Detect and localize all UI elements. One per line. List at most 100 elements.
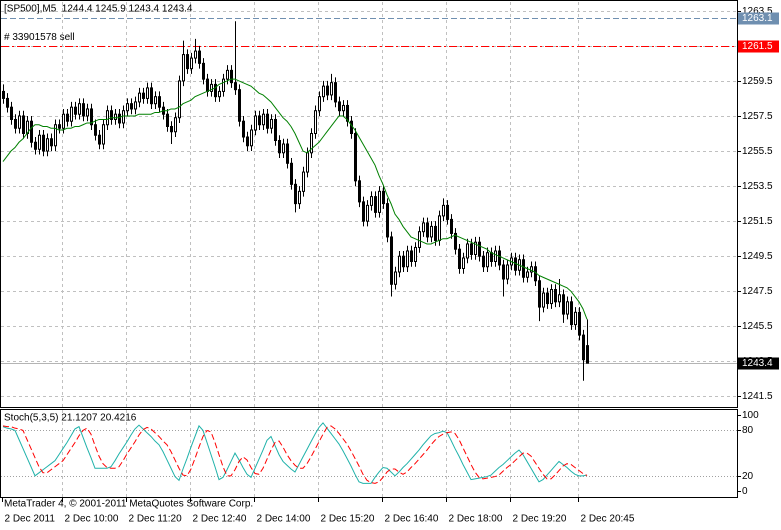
candle-body — [426, 222, 429, 238]
x-tick-label: 2 Dec 16:40 — [385, 514, 439, 525]
candle-body — [554, 289, 557, 303]
candle-body — [226, 69, 229, 80]
candle-body — [158, 96, 161, 108]
candle-body — [78, 103, 81, 115]
candle-body — [390, 236, 393, 285]
candle-body — [54, 124, 57, 147]
candle-body — [134, 101, 137, 110]
x-tick-label: 2 Dec 14:00 — [257, 514, 311, 525]
x-tick-label: 2 Dec 2011 — [5, 514, 56, 525]
candle-body — [462, 257, 465, 269]
candle-body — [310, 132, 313, 154]
candle-body — [62, 113, 65, 129]
candle-body — [42, 134, 45, 152]
candle-body — [234, 82, 237, 91]
candle-body — [102, 124, 105, 145]
candle-body — [238, 89, 241, 122]
candle-body — [218, 90, 221, 98]
candle-body — [90, 108, 93, 126]
y-tick-label: 1253.5 — [742, 181, 773, 192]
candle-body — [498, 250, 501, 266]
candle-body — [358, 180, 361, 203]
candle-body — [402, 255, 405, 268]
candle-body — [318, 96, 321, 112]
candle-body — [230, 69, 233, 84]
candle-body — [86, 108, 89, 117]
candle-body — [70, 106, 73, 122]
symbol-header: [SP500],M5 1244.4 1245.9 1243.4 1243.4 — [4, 4, 193, 15]
candle-body — [434, 225, 437, 241]
candle-body — [346, 104, 349, 122]
candle-body — [254, 115, 257, 131]
candle-body — [246, 136, 249, 147]
y-tick-label: 1251.5 — [742, 216, 773, 227]
copyright-footer: MetaTrader 4, © 2001-2011 MetaQuotes Sof… — [4, 499, 253, 510]
y-tick-label: 1255.5 — [742, 146, 773, 157]
candle-body — [298, 190, 301, 205]
candle-body — [106, 110, 109, 126]
candle-body — [562, 294, 565, 315]
candle-body — [458, 248, 461, 269]
candle-body — [306, 152, 309, 173]
candle-body — [290, 162, 293, 185]
candle-body — [326, 85, 329, 96]
candle-body — [182, 54, 185, 82]
x-tick-label: 2 Dec 18:00 — [449, 514, 503, 525]
y-tick-label: 1241.5 — [742, 391, 773, 402]
candle-body — [350, 120, 353, 134]
candle-body — [446, 204, 449, 220]
candle-body — [82, 103, 85, 117]
candle-body — [286, 143, 289, 164]
candle-body — [274, 118, 277, 142]
candle-body — [430, 225, 433, 238]
candle-body — [578, 311, 581, 336]
candle-body — [242, 120, 245, 138]
candle-body — [154, 96, 157, 105]
candle-body — [262, 113, 265, 126]
candle-body — [538, 280, 541, 308]
candle-body — [14, 118, 17, 129]
price-level-box — [738, 12, 779, 25]
candle-body — [478, 241, 481, 257]
candle-body — [302, 171, 305, 192]
candle-body — [166, 113, 169, 127]
candle-body — [454, 232, 457, 250]
candle-body — [38, 134, 41, 150]
candle-body — [146, 87, 149, 99]
y-tick-label: 1249.5 — [742, 251, 773, 262]
candle-body — [414, 246, 417, 262]
candle-body — [574, 311, 577, 326]
candle-body — [558, 294, 561, 303]
candle-body — [494, 250, 497, 262]
candle-body — [334, 82, 337, 103]
y-tick-label: 1247.5 — [742, 286, 773, 297]
candle-body — [186, 54, 189, 70]
candle-body — [114, 113, 117, 120]
candle-body — [266, 113, 269, 129]
candle-body — [98, 134, 101, 145]
candle-body — [382, 190, 385, 205]
candle-body — [22, 115, 25, 134]
candle-body — [550, 289, 553, 305]
candle-body — [46, 138, 49, 152]
candle-body — [450, 218, 453, 234]
indicator-line — [2, 425, 588, 484]
candle-body — [362, 201, 365, 222]
candle-body — [366, 204, 369, 222]
candle-body — [534, 266, 537, 282]
candle-body — [190, 57, 193, 70]
candle-body — [30, 120, 33, 143]
candle-body — [170, 125, 173, 133]
candle-body — [530, 266, 533, 273]
candle-body — [566, 301, 569, 315]
candle-body — [10, 106, 13, 120]
price-level-label: 1263.1 — [742, 13, 773, 24]
candle-body — [174, 117, 177, 133]
candle-body — [502, 264, 505, 280]
indicator-header: Stoch(5,3,5) 21.1207 20.4216 — [4, 413, 137, 424]
indicator-line — [2, 78, 588, 320]
candle-body — [482, 255, 485, 268]
